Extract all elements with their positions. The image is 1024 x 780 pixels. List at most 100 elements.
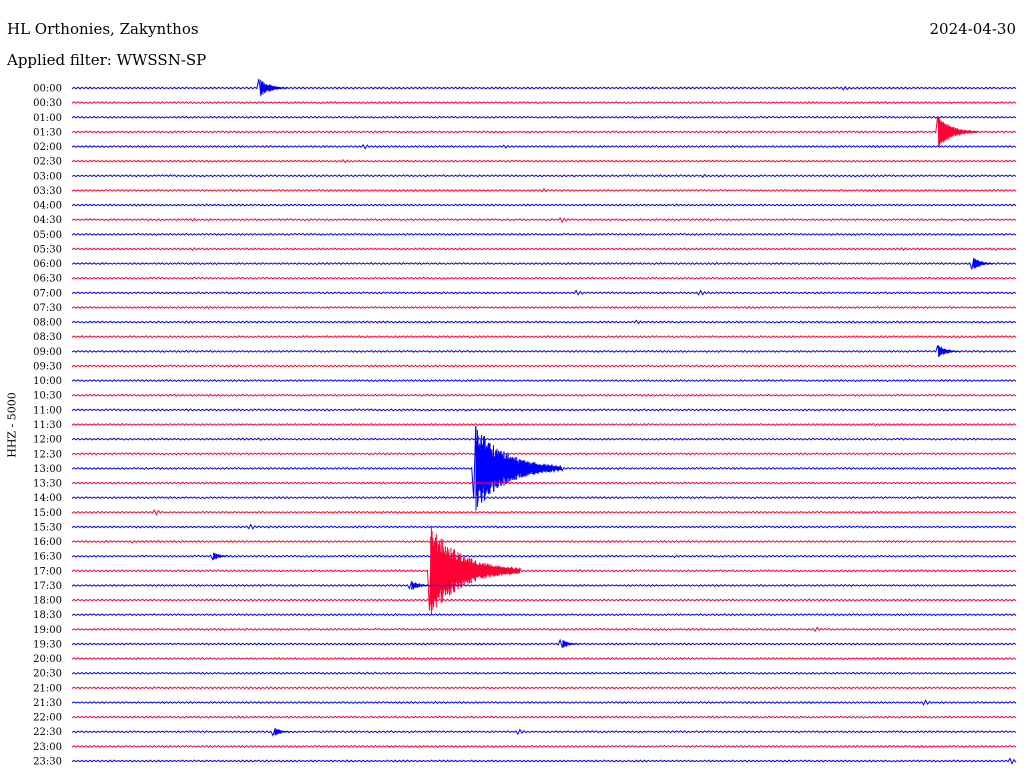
trace-line [71, 715, 1017, 719]
event-burst [411, 581, 432, 590]
trace-line [71, 379, 1017, 383]
time-label: 20:30 [33, 669, 62, 680]
time-label: 05:30 [33, 244, 62, 255]
time-label: 11:00 [33, 405, 62, 416]
trace-line [71, 452, 1017, 456]
time-label: 05:00 [33, 230, 62, 241]
trace-line [71, 580, 1017, 591]
trace-line [71, 289, 1017, 296]
time-label: 02:30 [33, 157, 62, 168]
time-label: 03:00 [33, 171, 62, 182]
event-burst [430, 526, 521, 616]
time-label: 21:00 [33, 683, 62, 694]
trace-line [71, 727, 1017, 737]
trace-line [71, 216, 1017, 224]
time-label: 20:00 [33, 654, 62, 665]
time-label: 06:00 [33, 259, 62, 270]
time-label: 16:30 [33, 552, 62, 563]
trace-line [71, 319, 1017, 325]
time-label: 07:30 [33, 303, 62, 314]
trace-line [71, 101, 1017, 105]
trace-line [71, 257, 1017, 270]
event-burst [260, 79, 288, 97]
trace-line [71, 115, 1017, 119]
trace-line [71, 509, 1017, 516]
trace-line [71, 496, 1017, 500]
time-label: 06:30 [33, 274, 62, 285]
trace-line [71, 393, 1017, 397]
time-label: 14:00 [33, 493, 62, 504]
trace-line [71, 115, 1017, 145]
time-label: 15:00 [33, 508, 62, 519]
trace-line [71, 481, 1017, 485]
time-label: 12:30 [33, 449, 62, 460]
time-label: 04:30 [33, 215, 62, 226]
trace-line [71, 203, 1017, 207]
event-burst [475, 426, 562, 511]
event-burst [938, 116, 978, 147]
trace-line [71, 173, 1017, 178]
trace-line [71, 699, 1017, 706]
trace-line [71, 523, 1017, 530]
time-label: 03:30 [33, 186, 62, 197]
time-label: 04:00 [33, 201, 62, 212]
time-label: 23:00 [33, 742, 62, 753]
time-label: 12:00 [33, 435, 62, 446]
trace-line [71, 686, 1017, 690]
time-label: 10:00 [33, 376, 62, 387]
time-label: 17:00 [33, 566, 62, 577]
trace-line [71, 744, 1017, 748]
time-label: 01:30 [33, 127, 62, 138]
trace-line [71, 335, 1017, 339]
event-burst [938, 345, 961, 357]
time-label: 16:00 [33, 537, 62, 548]
trace-line [71, 437, 1017, 442]
trace-line [71, 626, 1017, 633]
event-burst [562, 640, 581, 648]
trace-line [71, 426, 1017, 504]
trace-line [71, 78, 1017, 95]
time-label: 13:00 [33, 464, 62, 475]
trace-line [71, 187, 1017, 193]
trace-line [71, 537, 1017, 611]
trace-line [71, 408, 1017, 412]
time-label: 13:30 [33, 479, 62, 490]
time-label: 02:00 [33, 142, 62, 153]
time-label: 08:30 [33, 332, 62, 343]
time-label: 01:00 [33, 113, 62, 124]
time-label: 17:30 [33, 581, 62, 592]
time-label: 09:00 [33, 347, 62, 358]
trace-line [71, 613, 1017, 617]
trace-line [71, 657, 1017, 661]
event-burst [274, 728, 293, 736]
time-label: 18:00 [33, 596, 62, 607]
trace-line [71, 144, 1017, 150]
trace-line [71, 598, 1017, 602]
time-label: 19:00 [33, 625, 62, 636]
trace-line [71, 539, 1017, 544]
trace-line [71, 276, 1017, 280]
time-label: 18:30 [33, 610, 62, 621]
trace-line [71, 364, 1017, 368]
station-title: HL Orthonies, Zakynthos [7, 20, 199, 38]
trace-line [71, 422, 1017, 427]
trace-line [71, 671, 1017, 675]
trace-line [71, 757, 1017, 765]
trace-line [71, 159, 1017, 164]
trace-line [71, 232, 1017, 236]
time-label: 11:30 [33, 420, 62, 431]
time-label: 19:30 [33, 639, 62, 650]
trace-line [71, 638, 1017, 649]
time-label: 23:30 [33, 757, 62, 768]
trace-line [71, 305, 1017, 310]
filter-label: Applied filter: WWSSN-SP [7, 51, 207, 69]
trace-line [71, 345, 1017, 356]
time-label: 15:30 [33, 522, 62, 533]
time-label: 09:30 [33, 361, 62, 372]
time-label: 22:00 [33, 713, 62, 724]
time-label: 00:30 [33, 98, 62, 109]
time-label: 10:30 [33, 391, 62, 402]
event-burst [973, 258, 995, 269]
date-label: 2024-04-30 [929, 20, 1016, 38]
event-burst [213, 552, 232, 560]
